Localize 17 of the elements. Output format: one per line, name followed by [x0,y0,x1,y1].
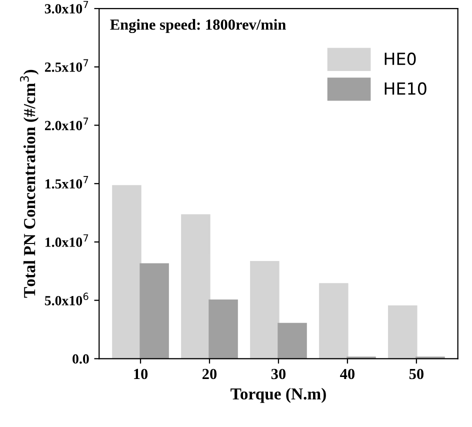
y-tick-label: 3.0x10$^{7}$ [44,0,88,14]
y-tick-label: 1.5x10$^{7}$ [46,176,88,189]
y-tick-label: 0.0 [72,354,89,364]
x-tick-label: 10 [134,368,148,380]
y-tick-label: 1.0x10$^{7}$ [46,234,88,247]
x-tick-label: 20 [202,368,217,380]
y-axis-title: Total PN Concentration (#/cm$^{3}$) [20,70,39,298]
x-tick-label: 40 [340,368,355,380]
x-tick-label: 50 [409,368,424,380]
y-tick-label: 2.0x10$^{7}$ [44,118,88,130]
legend-label: HE10 [384,82,426,95]
annotation: Engine speed: 1800rev/min [110,19,286,34]
y-tick-label: 5.0x10$^{6}$ [44,292,88,306]
x-tick-label: 30 [271,368,286,380]
legend-label: HE0 [384,52,416,66]
y-tick-label: 2.5x10$^{7}$ [44,59,88,72]
x-axis-title: Torque (N.m) [230,388,326,403]
